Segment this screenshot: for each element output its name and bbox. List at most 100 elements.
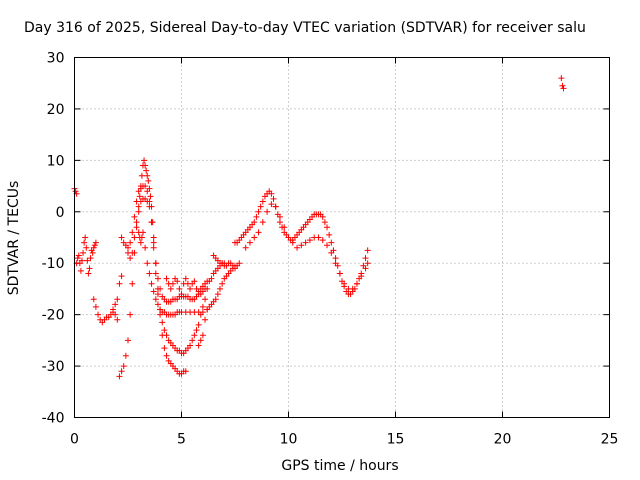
data-point — [251, 234, 258, 241]
data-point — [141, 157, 148, 164]
data-point — [133, 219, 140, 226]
data-point — [349, 285, 356, 292]
data-point — [197, 337, 204, 344]
data-point — [319, 213, 326, 220]
data-point — [324, 242, 331, 249]
data-point — [90, 244, 97, 251]
data-point — [251, 219, 258, 226]
data-point — [142, 162, 149, 169]
chart-title: Day 316 of 2025, Sidereal Day-to-day VTE… — [24, 20, 586, 36]
data-point — [129, 280, 136, 287]
data-point — [135, 203, 142, 210]
data-point — [95, 311, 102, 318]
data-point — [84, 257, 91, 264]
data-point — [92, 239, 99, 246]
data-point — [148, 280, 155, 287]
data-point — [353, 280, 360, 287]
data-point — [127, 311, 134, 318]
data-point — [246, 239, 253, 246]
data-point — [81, 239, 88, 246]
data-point — [133, 224, 140, 231]
data-point — [187, 285, 194, 292]
data-point — [145, 177, 152, 184]
data-point — [161, 345, 168, 352]
series-arc-d — [110, 273, 125, 313]
data-point — [127, 255, 134, 262]
data-point — [259, 198, 266, 205]
x-axis-label: GPS time / hours — [281, 458, 398, 474]
y-tick-label: 10 — [47, 153, 65, 169]
data-point — [217, 285, 224, 292]
grid — [74, 57, 610, 418]
data-point — [122, 352, 129, 359]
data-point — [131, 234, 138, 241]
data-point — [214, 291, 221, 298]
data-point — [116, 280, 123, 287]
data-point — [82, 234, 89, 241]
data-point — [159, 319, 166, 326]
axis-ticks: 0 5 10 15 20 25 -40 -30 -20 -10 0 10 20 30 — [42, 51, 619, 448]
data-point — [259, 219, 266, 226]
data-point — [142, 244, 149, 251]
data-point — [144, 172, 151, 179]
data-point — [163, 332, 170, 339]
data-point — [199, 303, 206, 310]
data-point — [148, 219, 155, 226]
data-point — [137, 239, 144, 246]
data-point — [189, 337, 196, 344]
data-point — [129, 229, 136, 236]
data-point — [358, 273, 365, 280]
data-point — [150, 234, 157, 241]
data-point — [74, 255, 81, 262]
x-tick-label: 10 — [280, 432, 298, 448]
data-point — [135, 208, 142, 215]
series-arc-k — [210, 252, 243, 272]
data-point — [146, 270, 153, 277]
data-point — [236, 260, 243, 267]
data-point — [72, 188, 79, 195]
x-tick-label: 5 — [177, 432, 186, 448]
data-point — [154, 301, 161, 308]
data-point — [114, 316, 121, 323]
data-point — [362, 255, 369, 262]
data-point — [306, 237, 313, 244]
data-point — [272, 203, 279, 210]
y-axis-label: SDTVAR / TECUs — [6, 181, 22, 296]
x-tick-label: 15 — [387, 432, 405, 448]
x-tick-label: 25 — [601, 432, 619, 448]
data-point — [193, 327, 200, 334]
data-point — [191, 332, 198, 339]
x-tick-label: 0 — [70, 432, 79, 448]
data-point — [264, 208, 271, 215]
data-point — [77, 267, 84, 274]
data-point — [328, 249, 335, 256]
data-point — [294, 244, 301, 251]
data-point — [208, 275, 215, 282]
data-point — [326, 231, 333, 238]
y-tick-label: -40 — [42, 411, 65, 427]
data-point — [142, 183, 149, 190]
data-point — [143, 167, 150, 174]
data-point — [341, 280, 348, 287]
series-arc-m — [242, 201, 371, 292]
data-point — [253, 213, 260, 220]
data-points — [71, 75, 567, 380]
data-point — [558, 75, 565, 82]
data-point — [268, 190, 275, 197]
data-point — [152, 296, 159, 303]
data-point — [144, 188, 151, 195]
y-tick-label: 20 — [47, 102, 65, 118]
data-point — [195, 321, 202, 328]
data-point — [157, 285, 164, 292]
data-point — [144, 198, 151, 205]
data-point — [182, 275, 189, 282]
data-point — [91, 242, 98, 249]
data-point — [332, 260, 339, 267]
data-point — [328, 239, 335, 246]
data-point — [559, 82, 566, 89]
data-point — [120, 363, 127, 370]
data-point — [116, 373, 123, 380]
data-point — [364, 260, 371, 267]
series-arc-h — [135, 229, 211, 318]
